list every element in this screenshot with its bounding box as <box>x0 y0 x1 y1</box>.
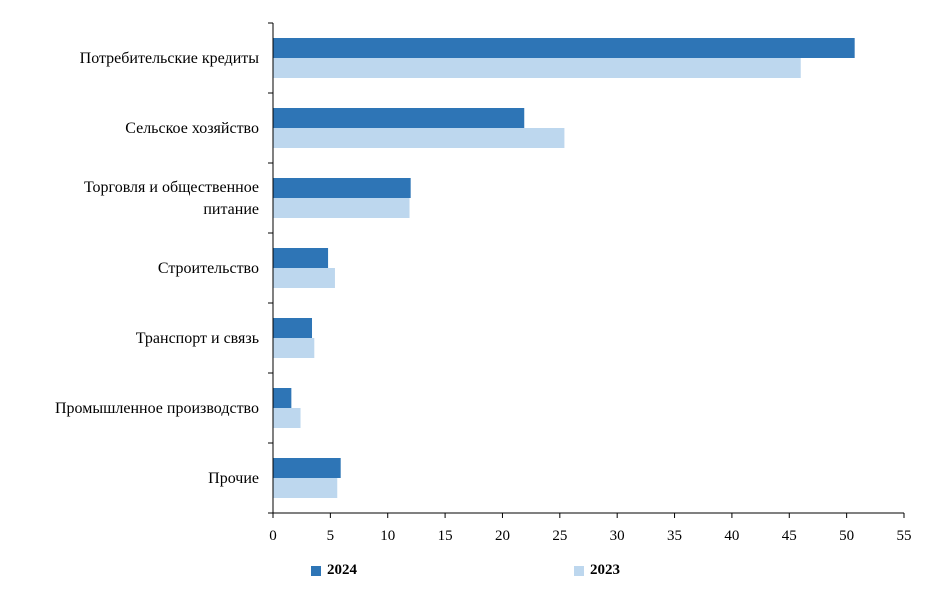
bar-2023-1 <box>273 128 565 148</box>
category-label-2-line-0: Торговля и общественное <box>84 179 259 196</box>
legend-item-2024: 2024 <box>311 562 357 579</box>
category-labels: Потребительские кредиты Сельское хозяйств… <box>55 50 259 487</box>
x-tick-label-11: 55 <box>897 528 912 544</box>
x-tick-labels: 0 5 10 15 20 25 30 35 40 45 50 55 <box>269 528 911 544</box>
bar-2024-5 <box>273 388 292 408</box>
bar-2024-0 <box>273 38 855 58</box>
x-tick-label-1: 5 <box>327 528 335 544</box>
axes-group <box>268 22 905 518</box>
category-label-3: Строительство <box>158 260 259 277</box>
legend-label-2024: 2024 <box>327 562 357 578</box>
bar-2023-6 <box>273 478 338 498</box>
x-tick-label-3: 15 <box>438 528 453 544</box>
bar-2023-5 <box>273 408 301 428</box>
bars-group <box>273 38 855 498</box>
legend-label-2023: 2023 <box>590 562 620 578</box>
category-label-6: Прочие <box>208 470 259 487</box>
bar-2024-4 <box>273 318 313 338</box>
bar-2024-3 <box>273 248 329 268</box>
bar-2024-2 <box>273 178 411 198</box>
bar-2023-0 <box>273 58 801 78</box>
bar-2023-2 <box>273 198 410 218</box>
x-tick-label-6: 30 <box>610 528 625 544</box>
x-tick-label-8: 40 <box>724 528 739 544</box>
x-tick-label-4: 20 <box>495 528 510 544</box>
category-label-4: Транспорт и связь <box>136 330 259 347</box>
bar-2023-4 <box>273 338 315 358</box>
x-tick-label-0: 0 <box>269 528 277 544</box>
x-tick-label-9: 45 <box>782 528 797 544</box>
category-label-0: Потребительские кредиты <box>80 50 260 67</box>
bar-2024-1 <box>273 108 525 128</box>
legend-swatch-2024 <box>311 565 321 576</box>
x-tick-label-5: 25 <box>552 528 567 544</box>
category-label-5: Промышленное производство <box>55 400 259 417</box>
x-tick-label-10: 50 <box>839 528 854 544</box>
legend-item-2023: 2023 <box>574 562 620 579</box>
bar-2024-6 <box>273 458 341 478</box>
category-label-1: Сельское хозяйство <box>125 120 259 137</box>
x-tick-label-2: 10 <box>380 528 395 544</box>
x-tick-label-7: 35 <box>667 528 682 544</box>
bar-2023-3 <box>273 268 335 288</box>
legend-swatch-2023 <box>574 565 584 576</box>
category-label-2-line-1: питание <box>203 201 259 218</box>
